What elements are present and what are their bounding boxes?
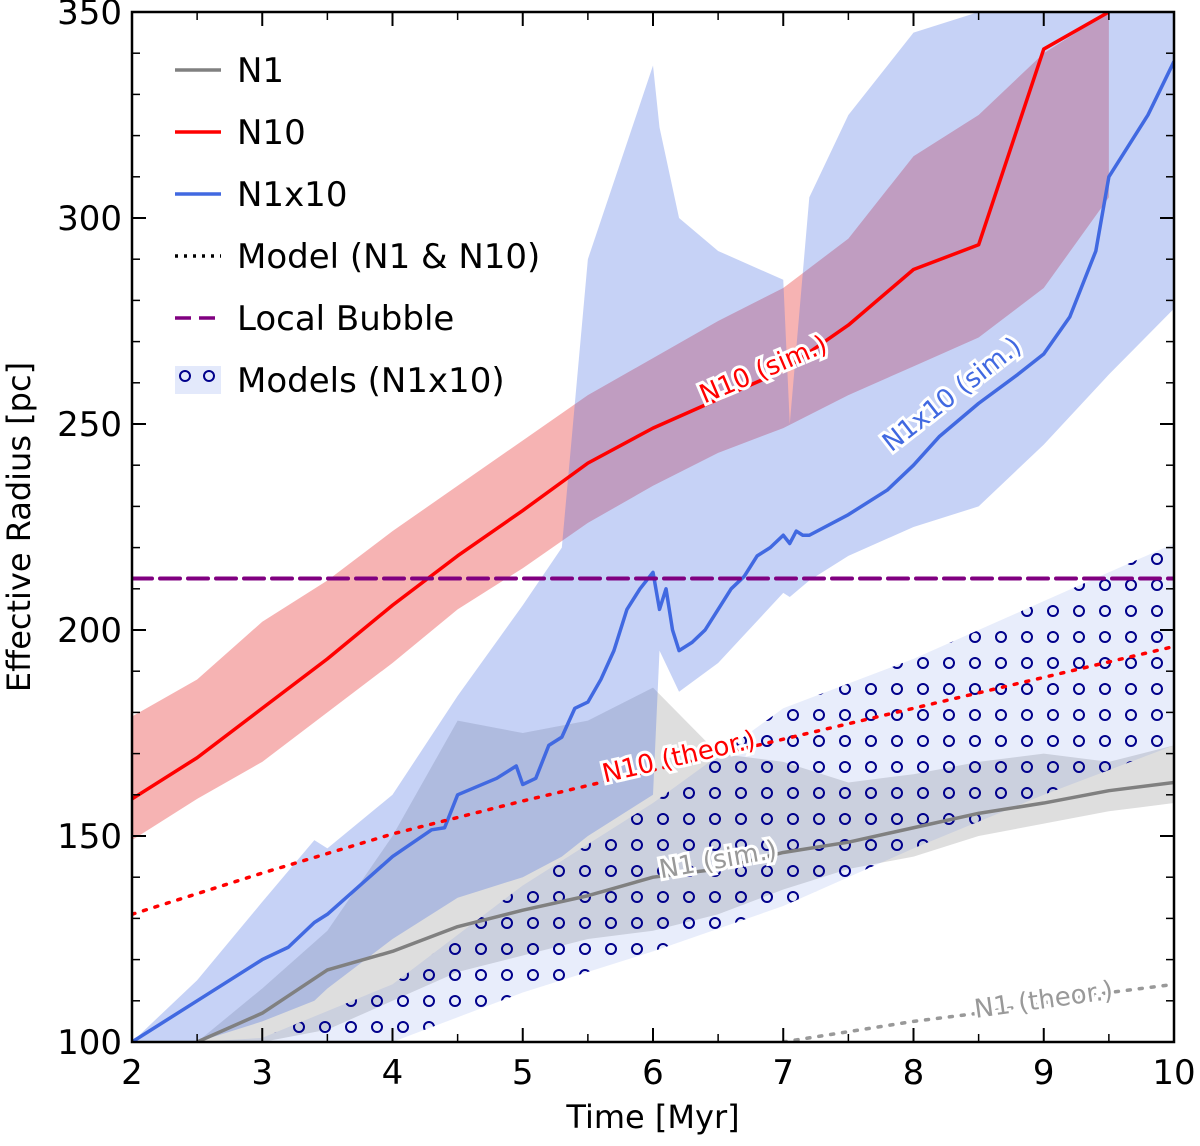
legend-label-n1: N1 — [237, 51, 284, 91]
x-tick-label: 9 — [1033, 1053, 1055, 1093]
legend-label-n1x10: N1x10 — [237, 175, 347, 215]
x-tick-label: 6 — [642, 1053, 664, 1093]
legend-hatch-dot — [203, 370, 215, 382]
x-tick-label: 10 — [1152, 1053, 1195, 1093]
y-tick-label: 200 — [57, 611, 122, 651]
x-tick-label: 8 — [903, 1053, 925, 1093]
x-tick-label: 4 — [382, 1053, 404, 1093]
series-n10-theor — [132, 644, 1174, 917]
annotation-n1-theor: N1 (theor.) — [972, 976, 1115, 1025]
y-tick-label: 150 — [57, 817, 122, 857]
axis-ticks: 2 3 4 5 6 7 8 9 10 100 150 200 250 300 350 — [57, 0, 1196, 1093]
band-hatch-models-n1x10 — [197, 543, 1174, 1042]
y-tick-label: 300 — [57, 199, 122, 239]
y-tick-label: 350 — [57, 0, 122, 33]
x-tick-label: 2 — [121, 1053, 143, 1093]
band-layer — [132, 12, 1174, 1042]
x-axis-label: Time [Myr] — [565, 1098, 739, 1136]
y-tick-label: 250 — [57, 405, 122, 445]
series-n1x10 — [132, 60, 1174, 1042]
legend: N1 N10 N1x10 Model (N1 & N10) Local Bubble Mo… — [175, 51, 540, 401]
legend-label-n10: N10 — [237, 113, 306, 153]
y-tick-label: 100 — [57, 1023, 122, 1063]
legend-label-model-n1-n10: Model (N1 & N10) — [237, 237, 540, 277]
x-tick-label: 3 — [251, 1053, 273, 1093]
legend-hatch-dot — [179, 370, 191, 382]
band-n10-spread — [132, 12, 1109, 841]
x-tick-label: 7 — [772, 1053, 794, 1093]
legend-label-local-bubble: Local Bubble — [237, 299, 454, 339]
legend-label-models-n1x10: Models (N1x10) — [237, 361, 505, 401]
x-tick-label: 5 — [512, 1053, 534, 1093]
y-axis-label: Effective Radius [pc] — [0, 362, 38, 692]
series-n1 — [196, 780, 1174, 1042]
series-n10 — [132, 12, 1110, 801]
line-layer — [132, 12, 1174, 1042]
